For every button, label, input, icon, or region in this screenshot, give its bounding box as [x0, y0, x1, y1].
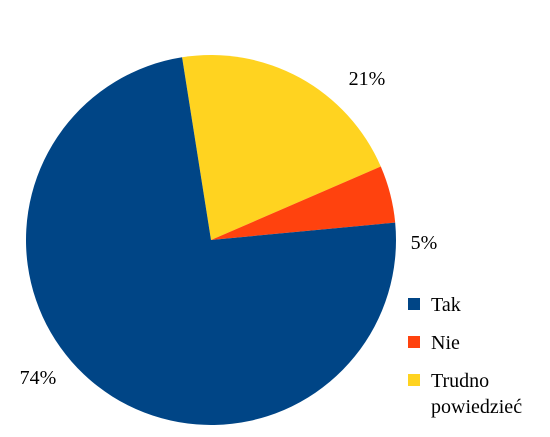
pie-slices [25, 55, 396, 425]
pie-data-labels: 21% 5% 74% [20, 68, 438, 389]
legend-swatch-0 [408, 298, 420, 310]
pie-slice-trudno-powiedzieć [182, 55, 381, 241]
legend-swatch-2 [408, 374, 420, 386]
legend: Tak Nie Trudno powiedzieć [408, 294, 522, 418]
data-label-tak: 74% [20, 367, 57, 389]
legend-label-2-1: powiedzieć [431, 396, 522, 418]
legend-label-2-0: Trudno [431, 370, 489, 392]
data-label-nie: 5% [411, 232, 438, 254]
data-label-trudno: 21% [349, 68, 386, 90]
pie-slice-tak [25, 57, 396, 425]
legend-label-1-0: Nie [431, 332, 460, 354]
legend-label-0-0: Tak [431, 294, 461, 316]
legend-swatch-1 [408, 336, 420, 348]
pie-slice-nie [211, 166, 396, 240]
